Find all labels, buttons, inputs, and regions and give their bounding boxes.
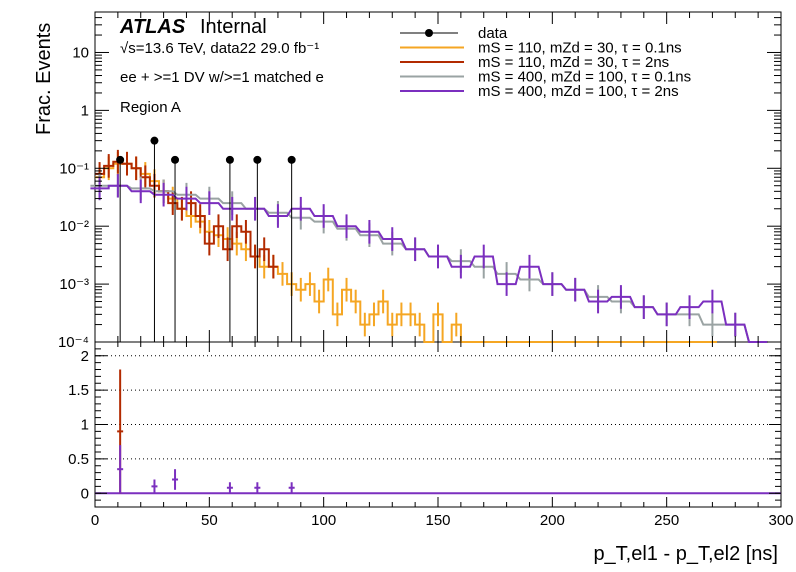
x-tick-label: 0: [91, 512, 99, 529]
x-axis-label: p_T,el1 - p_T,el2 [ns]: [593, 543, 778, 565]
energy-label: √s=13.6 TeV, data22 29.0 fb⁻¹: [120, 40, 319, 57]
y-tick-label: 10⁻²: [59, 218, 89, 235]
x-tick-label: 300: [768, 512, 793, 529]
status-label: Internal: [200, 16, 267, 38]
ratio-grid: [95, 355, 781, 460]
data-point: [287, 155, 296, 164]
atlas-label: ATLAS: [119, 16, 186, 38]
ratio-y-tick-label: 1.5: [68, 382, 89, 399]
series-layer: [90, 149, 768, 343]
data-point: [253, 155, 262, 164]
x-tick-label: 100: [311, 512, 336, 529]
y-tick-label: 10⁻³: [59, 276, 89, 293]
ratio-y-tick-label: 1: [81, 417, 89, 434]
series-0-line: [95, 162, 717, 343]
x-tick-label: 250: [654, 512, 679, 529]
x-tick-label: 200: [540, 512, 565, 529]
y-axis-label: Frac. Events: [33, 23, 55, 135]
series-3-line: [90, 184, 768, 343]
y-tick-label: 10⁻⁴: [58, 334, 89, 351]
y-tick-label: 1: [81, 102, 89, 119]
ratio-y-tick-label: 0: [81, 485, 89, 502]
ratio-y-tick-label: 2: [81, 348, 89, 365]
x-tick-label: 150: [425, 512, 450, 529]
selection-label: ee + >=1 DV w/>=1 matched e: [120, 69, 324, 86]
data-point: [116, 155, 125, 164]
ticks-layer: 0 50 100 150 200 250 30010⁻⁴10⁻³10⁻²10⁻¹11000.…: [58, 11, 794, 529]
data-layer: [116, 136, 296, 342]
x-tick-label: 50: [201, 512, 218, 529]
y-tick-label: 10: [72, 44, 89, 61]
data-point: [225, 155, 234, 164]
region-label: Region A: [120, 99, 181, 116]
ratio-layer: [95, 369, 781, 495]
legend-entry: mS = 400, mZd = 100, τ = 2ns: [478, 83, 679, 100]
ratio-y-tick-label: 0.5: [68, 451, 89, 468]
legend-entry: data: [478, 25, 508, 42]
legend-entry: mS = 110, mZd = 30, τ = 0.1ns: [478, 40, 682, 57]
y-tick-label: 10⁻¹: [59, 160, 89, 177]
legend-entry: mS = 110, mZd = 30, τ = 2ns: [478, 54, 669, 71]
data-point: [150, 136, 159, 145]
legend-entry: mS = 400, mZd = 100, τ = 0.1ns: [478, 69, 691, 86]
data-point: [171, 155, 180, 164]
legend-data-marker: [425, 29, 433, 37]
bottom-panel-frame: [94, 341, 782, 508]
